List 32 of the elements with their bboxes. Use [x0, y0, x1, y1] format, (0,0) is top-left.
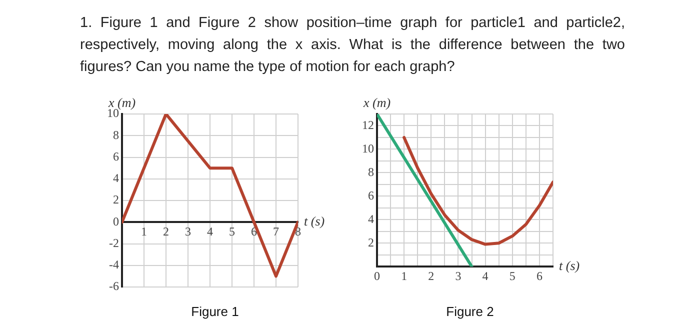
- y-tick-label: 6: [113, 149, 119, 164]
- y-tick-label: 2: [368, 235, 374, 250]
- y-tick-label: -6: [109, 279, 119, 294]
- caption: Figure 1: [190, 304, 240, 319]
- x-tick-label: 7: [273, 224, 279, 238]
- y-tick-label: 4: [113, 171, 119, 186]
- caption: Figure 2: [445, 304, 495, 319]
- x-tick-label: 6: [536, 268, 542, 283]
- x-tick-label: 2: [163, 224, 169, 238]
- x-tick-label: 4: [482, 268, 488, 283]
- y-axis-title: x (m): [362, 94, 391, 110]
- x-tick-label: 5: [229, 224, 235, 238]
- y-tick-label: 8: [368, 164, 374, 179]
- x-tick-label: 1: [401, 268, 408, 283]
- y-tick-label: 8: [113, 128, 119, 142]
- y-tick-label: -2: [109, 236, 119, 250]
- y-tick-label: -4: [109, 258, 119, 272]
- x-tick-label: 3: [455, 268, 462, 283]
- y-tick-label: 12: [362, 118, 374, 132]
- x-tick-label: 3: [185, 224, 191, 238]
- x-axis-title: t (s): [304, 214, 325, 229]
- y-tick-label: 10: [362, 141, 374, 156]
- y-tick-label: 6: [368, 188, 374, 202]
- y-tick-label: 0: [113, 214, 119, 228]
- x-tick-label: 2: [428, 268, 434, 283]
- x-tick-label: 4: [207, 224, 213, 238]
- x-tick-label: 1: [141, 224, 147, 238]
- x-axis-title: t (s): [559, 258, 580, 274]
- x-tick-label: 5: [509, 268, 516, 283]
- y-tick-label: 2: [113, 192, 119, 207]
- text: 1. Figure 1 and Figure 2 show position–time graph for particle1 and particle2, respectively, moving along the x axis. What is the difference between the two figures? Can you name the type of motion for each graph?: [80, 14, 625, 77]
- y-tick-label: 4: [368, 212, 374, 226]
